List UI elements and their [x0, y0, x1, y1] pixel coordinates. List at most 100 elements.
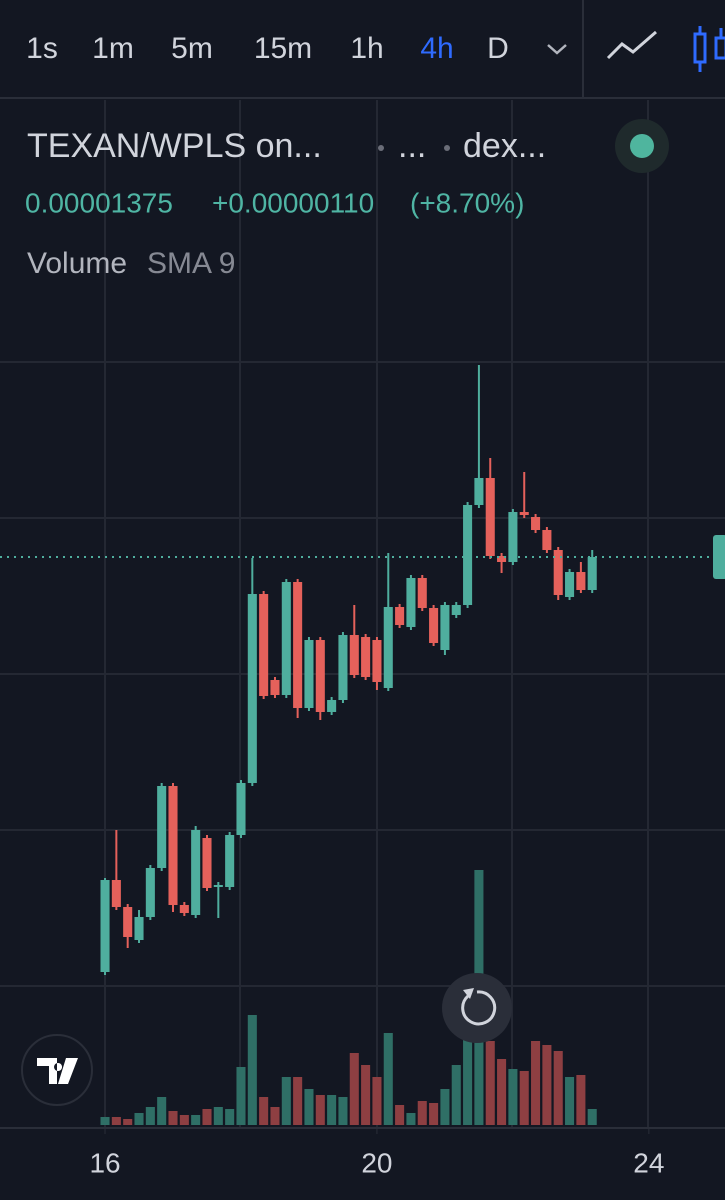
- candle-body: [191, 830, 201, 915]
- last-price-marker: [713, 535, 725, 579]
- candle-body: [406, 578, 416, 627]
- toolbar: 1s 1m 5m 15m 1h 4h D: [26, 32, 509, 65]
- candle-body: [225, 835, 235, 887]
- candle-body: [519, 512, 529, 515]
- candle-body: [429, 608, 439, 643]
- candle-body: [259, 594, 269, 696]
- volume-bar: [383, 1033, 393, 1125]
- interval-button[interactable]: 5m: [171, 32, 213, 65]
- candle-body: [236, 783, 246, 835]
- candle-body: [587, 557, 597, 590]
- candle-body: [576, 572, 586, 590]
- volume-bar: [576, 1075, 586, 1125]
- volume-bar: [349, 1053, 359, 1125]
- symbol: TEXAN/WPLS on...: [27, 127, 322, 165]
- interval-button[interactable]: 15m: [254, 32, 312, 65]
- volume-bar: [553, 1051, 563, 1125]
- candle-body: [202, 838, 212, 888]
- candle-body: [349, 635, 359, 675]
- bullet: [444, 145, 450, 151]
- volume-bar: [440, 1089, 450, 1125]
- interval-button[interactable]: 4h: [420, 32, 453, 65]
- interval-button[interactable]: D: [487, 32, 509, 65]
- exchange: ...: [398, 127, 426, 165]
- volume-bar: [304, 1089, 314, 1125]
- candle-body: [463, 505, 473, 605]
- candle-chart-icon[interactable]: [693, 26, 725, 72]
- market-status-dot: [630, 134, 654, 158]
- volume-bar: [202, 1109, 212, 1125]
- candle-body: [281, 582, 291, 695]
- interval-dropdown[interactable]: [547, 44, 567, 55]
- interval-button[interactable]: 1s: [26, 32, 58, 65]
- change-percent: (+8.70%): [410, 187, 524, 218]
- candle-body: [213, 885, 223, 887]
- candle-body: [531, 517, 541, 530]
- volume-bar: [327, 1095, 337, 1125]
- candle-body: [395, 607, 405, 625]
- candle-body: [111, 880, 121, 907]
- plot: [0, 365, 725, 1134]
- volume-bar: [123, 1119, 133, 1125]
- candle-body: [553, 550, 563, 595]
- x-tick-label: 20: [361, 1147, 392, 1178]
- candle-body: [565, 572, 575, 597]
- volume-bar: [293, 1077, 303, 1125]
- volume-bar: [259, 1097, 269, 1125]
- candle-body: [372, 640, 382, 682]
- candle-body: [361, 637, 371, 677]
- volume-bar: [145, 1107, 155, 1125]
- candle-body: [497, 556, 507, 562]
- reset-button[interactable]: [442, 973, 512, 1043]
- candle-body: [451, 605, 461, 615]
- volume-bar: [361, 1065, 371, 1125]
- line-chart-icon[interactable]: [606, 30, 657, 60]
- bullet: [378, 145, 384, 151]
- candle-body: [157, 786, 167, 868]
- candle-body: [123, 907, 133, 937]
- candle-body: [304, 640, 314, 708]
- volume-bar: [463, 1039, 473, 1125]
- volume-bar: [406, 1113, 416, 1125]
- volume-bar: [191, 1115, 201, 1125]
- candle-body: [485, 478, 495, 556]
- volume-bar: [565, 1077, 575, 1125]
- volume-bar: [395, 1105, 405, 1125]
- volume-bar: [281, 1077, 291, 1125]
- x-tick-label: 24: [633, 1147, 664, 1178]
- volume-bar: [372, 1077, 382, 1125]
- grid: [0, 100, 725, 1128]
- volume-bar: [247, 1015, 257, 1125]
- volume-bar: [451, 1065, 461, 1125]
- interval-button[interactable]: 1h: [350, 32, 383, 65]
- candle-body: [247, 594, 257, 783]
- candle-body: [542, 530, 552, 550]
- candle-body: [440, 605, 450, 650]
- x-tick-label: 16: [89, 1147, 120, 1178]
- volume-bar: [338, 1097, 348, 1125]
- interval-button[interactable]: 1m: [92, 32, 134, 65]
- candle-body: [293, 582, 303, 708]
- volume-bar: [485, 1041, 495, 1125]
- volume-bar: [213, 1107, 223, 1125]
- volume-bar: [157, 1097, 167, 1125]
- tv-logo[interactable]: [21, 1034, 93, 1106]
- candle-body: [145, 868, 155, 917]
- candle-body: [270, 680, 280, 695]
- candle-body: [327, 700, 337, 712]
- indicator: Volume: [27, 247, 127, 280]
- candle-body: [315, 640, 325, 712]
- candle-body: [417, 578, 427, 608]
- source: dex...: [463, 127, 546, 165]
- volume-bar: [225, 1109, 235, 1125]
- volume-bar: [168, 1111, 178, 1125]
- volume-bar: [100, 1117, 110, 1125]
- candle-body: [338, 635, 348, 700]
- volume-bar: [315, 1095, 325, 1125]
- volume-bar: [417, 1101, 427, 1125]
- volume-bar: [531, 1041, 541, 1125]
- volume-bar: [429, 1103, 439, 1125]
